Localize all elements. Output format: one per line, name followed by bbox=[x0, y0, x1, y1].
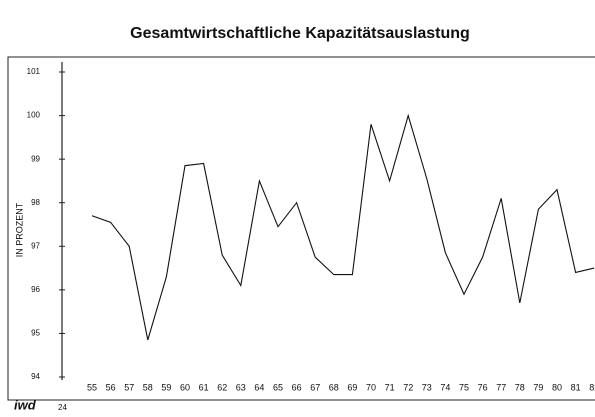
y-tick-label: 97 bbox=[31, 241, 40, 250]
x-tick-label: 59 bbox=[161, 382, 171, 392]
line-series bbox=[91, 113, 595, 341]
x-tick-label: 60 bbox=[180, 382, 190, 392]
x-tick-label: 66 bbox=[292, 382, 302, 392]
x-tick-label: 81 bbox=[571, 382, 581, 392]
x-tick-label: 57 bbox=[124, 382, 134, 392]
y-tick-label: 95 bbox=[31, 329, 40, 338]
y-tick-label: 96 bbox=[31, 285, 40, 294]
x-tick-label: 64 bbox=[254, 382, 264, 392]
x-tick-label: 79 bbox=[533, 382, 543, 392]
x-tick-label: 70 bbox=[366, 382, 376, 392]
page-number: 24 bbox=[58, 403, 67, 412]
x-tick-label: 80 bbox=[552, 382, 562, 392]
y-tick-label: 94 bbox=[31, 372, 40, 381]
x-tick-label: 65 bbox=[273, 382, 283, 392]
x-tick-label: 63 bbox=[236, 382, 246, 392]
chart-title: Gesamtwirtschaftliche Kapazitätsauslastu… bbox=[130, 25, 470, 42]
y-axis-label: IN PROZENT bbox=[14, 202, 24, 257]
x-tick-label: 82 bbox=[589, 382, 595, 392]
y-tick-label: 100 bbox=[27, 111, 41, 120]
x-tick-label: 73 bbox=[422, 382, 432, 392]
x-tick-label: 69 bbox=[347, 382, 357, 392]
x-tick-label: 75 bbox=[459, 382, 469, 392]
y-tick-label: 99 bbox=[31, 154, 40, 163]
x-tick-label: 76 bbox=[478, 382, 488, 392]
x-tick-label: 56 bbox=[106, 382, 116, 392]
x-tick-label: 58 bbox=[143, 382, 153, 392]
x-tick-label: 61 bbox=[199, 382, 209, 392]
frame bbox=[7, 56, 595, 401]
logo: iwd bbox=[14, 397, 37, 412]
x-tick-label: 68 bbox=[329, 382, 339, 392]
x-tick-label: 78 bbox=[515, 382, 525, 392]
x-tick-label: 72 bbox=[403, 382, 413, 392]
x-tick-label: 67 bbox=[310, 382, 320, 392]
y-tick-label: 101 bbox=[27, 67, 41, 76]
y-tick-label: 98 bbox=[31, 198, 40, 207]
x-tick-label: 77 bbox=[496, 382, 506, 392]
x-tick-label: 71 bbox=[385, 382, 395, 392]
x-tick-label: 74 bbox=[440, 382, 450, 392]
x-tick-label: 62 bbox=[217, 382, 227, 392]
x-tick-label: 55 bbox=[87, 382, 97, 392]
